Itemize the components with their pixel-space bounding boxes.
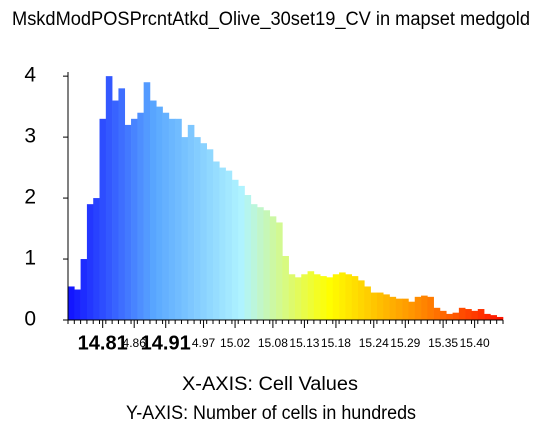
bar — [339, 272, 346, 320]
bar — [490, 315, 497, 320]
bar — [433, 307, 441, 320]
bar — [471, 310, 479, 320]
x-tick-label: 14.81 — [78, 332, 128, 354]
bar — [282, 255, 289, 320]
x-tick-label: 4.97 — [192, 336, 216, 350]
bar — [427, 296, 434, 320]
bar — [402, 298, 409, 320]
x-tick-label: 15.29 — [390, 336, 420, 350]
bar — [231, 179, 239, 320]
bar — [301, 274, 308, 320]
bar — [257, 207, 264, 320]
x-tick-label: 14.91 — [141, 332, 191, 354]
x-tick-label: 15.18 — [321, 336, 351, 350]
bar — [143, 82, 151, 320]
bar — [168, 118, 176, 320]
bar — [294, 277, 302, 320]
x-tick-label: 15.35 — [428, 336, 458, 350]
bar — [175, 118, 182, 320]
bar — [118, 88, 126, 321]
bar — [326, 277, 334, 320]
bar — [187, 124, 195, 320]
bar — [86, 204, 94, 320]
bar — [99, 118, 107, 320]
bar — [74, 289, 81, 320]
bar — [105, 76, 113, 320]
bar — [156, 106, 163, 321]
bar — [238, 185, 245, 320]
bar — [307, 271, 315, 320]
bar — [219, 167, 226, 320]
bar — [358, 280, 365, 320]
bar — [414, 296, 422, 320]
bar — [383, 294, 390, 320]
bar — [351, 276, 359, 320]
bar — [465, 309, 472, 320]
bar — [250, 204, 258, 320]
bar — [181, 137, 189, 320]
bar — [395, 298, 403, 320]
bar — [446, 313, 453, 320]
bar — [269, 216, 277, 320]
bar — [263, 210, 271, 320]
bar — [200, 143, 207, 320]
bar — [213, 161, 220, 320]
y-tick-label: 0 — [24, 308, 36, 331]
bar — [149, 100, 157, 320]
bar — [345, 274, 352, 320]
bar — [484, 313, 491, 320]
bar — [80, 259, 88, 320]
bar — [364, 286, 371, 320]
bar — [137, 112, 144, 320]
bar — [194, 137, 201, 320]
bar — [452, 312, 460, 320]
bar — [313, 274, 321, 320]
y-tick-label: 4 — [24, 64, 36, 87]
bar — [439, 310, 447, 320]
x-tick-label: 15.13 — [289, 336, 319, 350]
bar — [131, 118, 138, 320]
x-tick-label: 15.40 — [460, 336, 490, 350]
chart-title: MskdModPOSPrcntAtkd_Olive_30set19_CV in … — [12, 9, 530, 30]
bar — [496, 316, 504, 320]
bar — [389, 296, 397, 320]
x-tick-label: 15.24 — [359, 336, 389, 350]
x-tick-label: 15.02 — [220, 336, 250, 350]
bar — [332, 274, 340, 320]
bar — [376, 292, 384, 320]
bar — [93, 198, 100, 320]
bar — [68, 286, 75, 320]
x-tick-label: 4.86 — [123, 336, 147, 350]
bar — [458, 307, 466, 320]
bar — [112, 100, 119, 320]
y-tick-label: 1 — [24, 247, 36, 270]
bar — [421, 295, 428, 320]
bar — [320, 276, 327, 320]
bar — [225, 170, 233, 320]
y-axis-label: Y-AXIS: Number of cells in hundreds — [126, 403, 416, 424]
bar — [408, 301, 416, 320]
x-tick-label: 15.08 — [258, 336, 288, 350]
y-tick-label: 2 — [24, 186, 36, 209]
y-tick-label: 3 — [24, 125, 36, 148]
bar — [244, 195, 252, 320]
bar — [206, 149, 214, 320]
bar — [288, 274, 296, 320]
bar — [276, 222, 283, 320]
bar — [477, 309, 485, 320]
bar — [370, 292, 378, 320]
x-axis-label: X-AXIS: Cell Values — [182, 374, 358, 395]
bar — [162, 112, 170, 320]
bar — [124, 124, 132, 320]
